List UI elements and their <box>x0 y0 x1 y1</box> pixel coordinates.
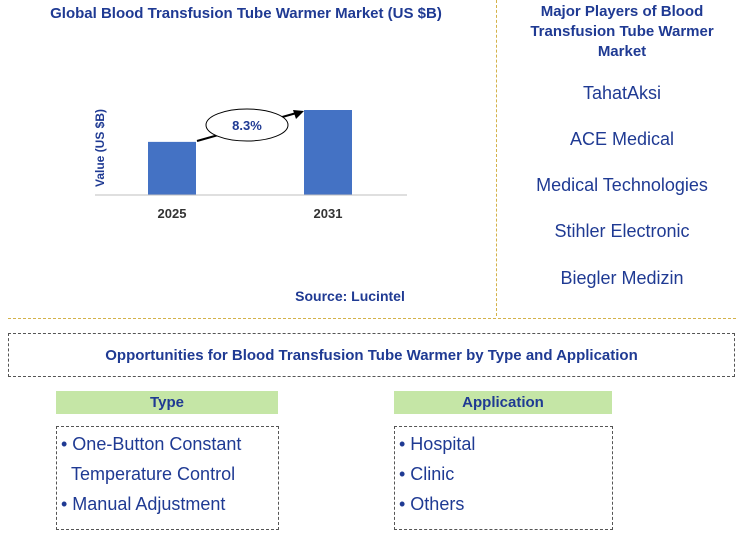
bar-chart: Value (US $B) 2025 2031 8.3% <box>93 108 407 221</box>
player-item: Biegler Medizin <box>560 268 684 288</box>
bars-group <box>148 110 352 195</box>
vertical-divider <box>496 0 497 316</box>
player-item: TahatAksi <box>582 83 662 103</box>
growth-annotation: 8.3% <box>196 108 304 142</box>
application-header-label: Application <box>462 394 544 411</box>
x-tick-label: 2025 <box>158 206 187 221</box>
application-item: • Others <box>399 494 465 514</box>
chart-title: Global Blood Transfusion Tube Warmer Mar… <box>50 5 442 22</box>
type-item: • Manual Adjustment <box>61 494 226 514</box>
opportunities-title: Opportunities for Blood Transfusion Tube… <box>105 346 638 364</box>
growth-ellipse <box>205 108 289 142</box>
application-header: Application <box>394 391 612 414</box>
growth-arrowhead <box>293 110 304 119</box>
x-tick-label: 2031 <box>314 206 343 221</box>
application-list: • Hospital • Clinic • Others <box>394 426 613 530</box>
type-header: Type <box>56 391 278 414</box>
x-tick-labels: 2025 2031 <box>158 206 343 221</box>
application-item: • Hospital <box>399 434 476 454</box>
bar-2031 <box>304 110 352 195</box>
player-item: Medical Technologies <box>536 175 708 195</box>
opportunities-title-box: Opportunities for Blood Transfusion Tube… <box>8 333 735 377</box>
type-header-label: Type <box>150 394 184 411</box>
players-title: Major Players of Blood Transfusion Tube … <box>530 3 714 60</box>
type-list: • One-Button Constant Temperature Contro… <box>56 426 279 530</box>
source-note: Source: Lucintel <box>295 288 405 304</box>
bar-2025 <box>148 141 196 195</box>
application-item: • Clinic <box>399 464 455 484</box>
type-item: • One-Button Constant <box>61 434 242 454</box>
type-item-continuation-text: Temperature Control <box>71 464 236 484</box>
growth-label: 8.3% <box>232 118 262 133</box>
player-item: Stihler Electronic <box>554 221 690 241</box>
type-item-continuation: Temperature Control <box>61 459 278 489</box>
player-item: ACE Medical <box>569 129 675 149</box>
horizontal-divider <box>8 318 736 319</box>
y-axis-label: Value (US $B) <box>93 109 107 187</box>
